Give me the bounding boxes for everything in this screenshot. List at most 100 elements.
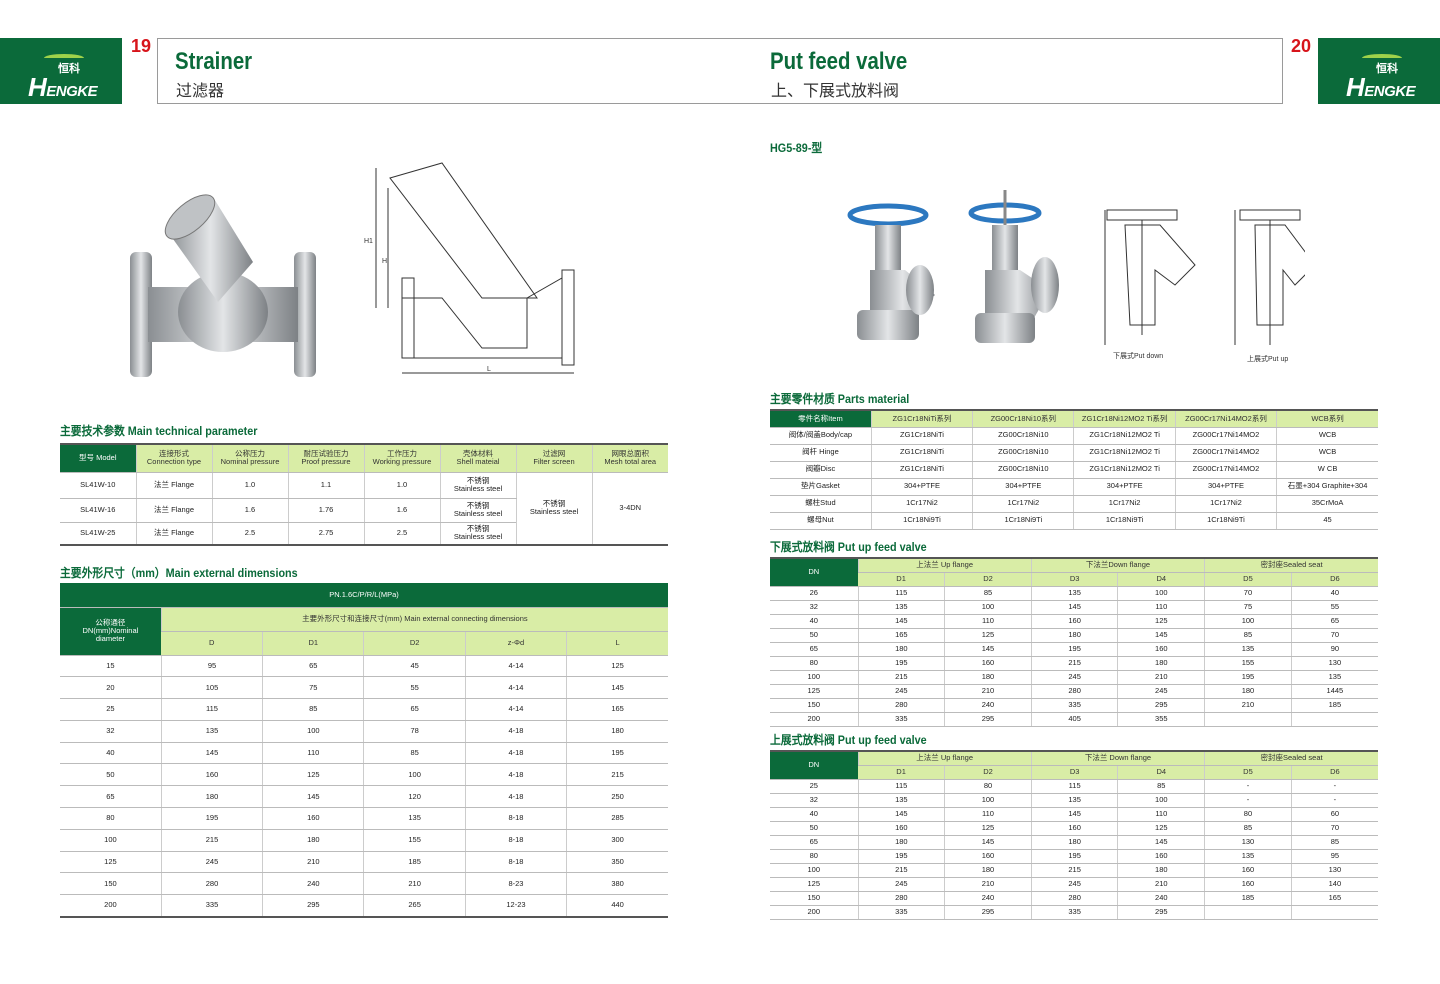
header-frame: [157, 38, 1283, 104]
header-row: D1 D2 D3 D4 D5 D6: [770, 572, 1378, 587]
table-row: 25 115 85 65 4-14 165: [60, 698, 668, 721]
table-row: 阀瓣Disc ZG1Cr18NiTi ZG00Cr18Ni10 ZG1Cr18Ni12…: [770, 461, 1378, 479]
table-row: 65 180 145 120 4-18 250: [60, 785, 668, 809]
table-cell: 215: [857, 670, 945, 685]
table-cell: 65: [1290, 614, 1378, 629]
table-cell: [1204, 905, 1292, 920]
column-header: D6: [1290, 765, 1378, 780]
table-cell: 160: [1030, 614, 1118, 629]
column-header: D1: [858, 572, 945, 587]
table-cell: 440: [566, 894, 668, 918]
table-cell: 60: [1290, 807, 1378, 822]
table-cell: 145: [1030, 600, 1118, 615]
dimensions-table: PN.1.6C/P/R/L(MPa) 公称通径 DN(mm)Nominal dia…: [60, 583, 668, 918]
table-cell: 145: [160, 742, 263, 765]
table-cell: 240: [944, 891, 1032, 906]
table-cell: 240: [944, 698, 1032, 713]
table-cell: 295: [1117, 905, 1205, 920]
table-cell: 1Cr17Ni2: [972, 495, 1074, 513]
table-cell: 不锈钢 Stainless steel: [439, 472, 516, 499]
table-cell: 65: [262, 655, 364, 678]
table-row: 150 280 240 335 295 210 185: [770, 698, 1378, 713]
table-cell: 295: [262, 894, 364, 918]
model-label: HG5-89-型: [770, 141, 823, 155]
dimension-label-h: H: [382, 258, 387, 265]
column-header: 零件名称Item: [770, 410, 872, 428]
table-cell: WCB: [1276, 444, 1378, 462]
table-cell: 1.1: [287, 472, 364, 499]
column-header: ZG1Cr18NiTi系列: [870, 410, 973, 428]
column-header: D5: [1204, 572, 1292, 587]
table-cell: 100: [1117, 586, 1205, 601]
table-cell: 65: [60, 785, 162, 809]
table-cell: 280: [160, 872, 263, 896]
table-cell: 50: [770, 628, 858, 643]
table-cell: 155: [363, 829, 466, 852]
table-cell: 210: [1204, 698, 1292, 713]
table-cell: ZG00Cr18Ni10: [972, 444, 1074, 462]
table-cell: 280: [1030, 684, 1118, 699]
table-cell: SL41W-25: [60, 522, 136, 546]
column-header: D2: [363, 631, 466, 656]
table-cell: 125: [944, 821, 1032, 836]
table-cell: 125: [262, 763, 364, 787]
valve-drawing-down: [1104, 209, 1196, 345]
valve-photo-2: [968, 190, 1059, 343]
table-cell: 240: [1117, 891, 1205, 906]
table-cell: 215: [160, 829, 263, 852]
table-cell: 80: [770, 849, 858, 864]
table-cell: 245: [1030, 877, 1118, 892]
table-cell: 280: [1030, 891, 1118, 906]
table-row: 125 245 210 280 245 180 1445: [770, 684, 1378, 699]
table-cell: 2.75: [287, 522, 364, 546]
table-cell: 法兰 Flange: [135, 522, 212, 546]
table-cell: 100: [770, 863, 858, 878]
table-cell: 165: [857, 628, 945, 643]
table-row: 阀体/阀盖Body/cap ZG1Cr18NiTi ZG00Cr18Ni10 ZG1C…: [770, 427, 1378, 445]
table-cell: 160: [944, 656, 1032, 671]
valve-drawing-up: [1234, 209, 1305, 345]
table-cell: 85: [1290, 835, 1378, 850]
table-cell: 26: [770, 586, 858, 601]
table-cell: 295: [1117, 698, 1205, 713]
table-cell: 145: [944, 642, 1032, 657]
table-cell: 80: [944, 779, 1032, 794]
table-cell: 1Cr17Ni2: [870, 495, 973, 513]
group-header: 上法兰 Up flange: [857, 558, 1032, 573]
table-cell: 32: [770, 600, 858, 615]
table-cell: 1.0: [211, 472, 288, 499]
table-cell: 125: [1117, 821, 1205, 836]
page-subtitle-left: 过滤器: [176, 83, 225, 100]
table-cell: -: [1204, 779, 1292, 794]
group-header: 下法兰Down flange: [1030, 558, 1205, 573]
table-cell: 70: [1290, 821, 1378, 836]
table-cell: 垫片Gasket: [770, 478, 872, 496]
table-cell: 螺母Nut: [770, 512, 872, 530]
table-cell: 75: [262, 676, 364, 700]
table-cell: 195: [160, 807, 263, 830]
table-row: 50 165 125 180 145 85 70: [770, 628, 1378, 643]
table-cell: 215: [1030, 656, 1118, 671]
table-cell: 95: [160, 655, 263, 678]
table-row: 40 145 110 85 4-18 195: [60, 742, 668, 765]
table-cell: 135: [1204, 849, 1292, 864]
table-cell: 45: [363, 655, 466, 678]
table-row: 阀杆 Hinge ZG1Cr18NiTi ZG00Cr18Ni10 ZG1Cr18Ni…: [770, 444, 1378, 462]
table-cell: 160: [1117, 849, 1205, 864]
table-cell: 40: [770, 614, 858, 629]
table-row: 26 115 85 135 100 70 40: [770, 586, 1378, 601]
table-cell: 75: [1204, 600, 1292, 615]
table-cell: 125: [944, 628, 1032, 643]
table-cell: 335: [857, 712, 945, 727]
table-cell: 8-23: [464, 872, 567, 896]
table-cell: 335: [857, 905, 945, 920]
table-cell: 304+PTFE: [870, 478, 973, 496]
table-cell: 195: [1204, 670, 1292, 685]
table-cell: 160: [857, 821, 945, 836]
page-number-left: 19: [131, 36, 152, 56]
table-row: 150 280 240 280 240 185 165: [770, 891, 1378, 906]
table-cell: 300: [566, 829, 668, 852]
caption-put-up: 上展式Put up: [1247, 356, 1289, 363]
column-header: D1: [858, 765, 945, 780]
table-cell: 阀杆 Hinge: [770, 444, 872, 462]
